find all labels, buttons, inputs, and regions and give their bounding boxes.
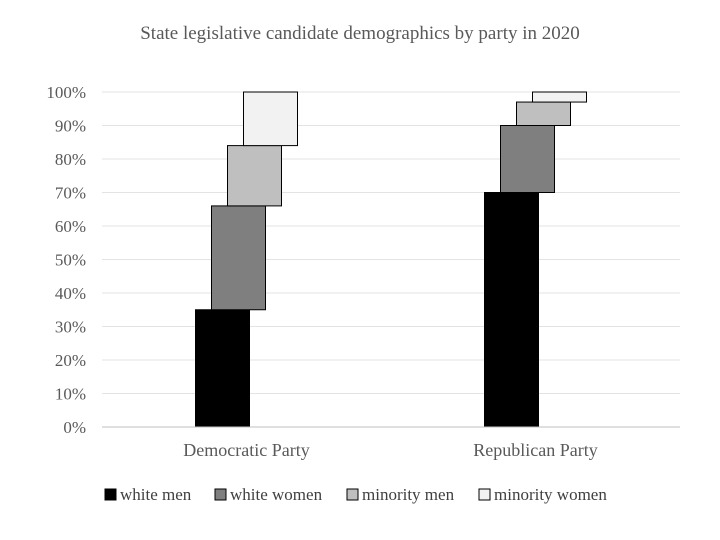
legend: white men white women minority men minority… [104, 485, 607, 504]
y-tick-label: 40% [55, 284, 86, 303]
legend-swatch [346, 488, 359, 501]
legend-swatch [214, 488, 227, 501]
y-tick-label: 30% [55, 318, 86, 337]
legend-label: white women [230, 485, 323, 504]
y-tick-label: 60% [55, 217, 86, 236]
y-tick-label: 70% [55, 184, 86, 203]
bar-segment [532, 91, 587, 103]
bar-segment [211, 205, 266, 311]
legend-swatch [104, 488, 117, 501]
legend-swatch [478, 488, 491, 501]
y-tick-label: 10% [55, 385, 86, 404]
x-category-label: Democratic Party [183, 440, 309, 460]
y-tick-label: 0% [63, 418, 86, 437]
bar-segment [227, 145, 282, 207]
y-tick-label: 90% [55, 117, 86, 136]
gridlines [102, 91, 680, 394]
legend-label: minority men [362, 485, 455, 504]
y-tick-label: 100% [46, 83, 86, 102]
legend-label: white men [120, 485, 192, 504]
bar-segment [195, 309, 250, 428]
y-tick-label: 80% [55, 150, 86, 169]
chart-title: State legislative candidate demographics… [140, 23, 580, 44]
y-tick-label: 20% [55, 351, 86, 370]
bar-segment [484, 192, 539, 428]
bar-segment [243, 91, 298, 147]
legend-label: minority women [494, 485, 607, 504]
y-tick-label: 50% [55, 251, 86, 270]
bar-segment [516, 101, 571, 127]
axes: 0% 10% 20% 30% 40% 50% 60% 70% 80% 90% 100% Democra… [46, 83, 680, 460]
bar-segment [500, 125, 555, 193]
bars [195, 91, 587, 428]
x-category-label: Republican Party [473, 440, 597, 460]
